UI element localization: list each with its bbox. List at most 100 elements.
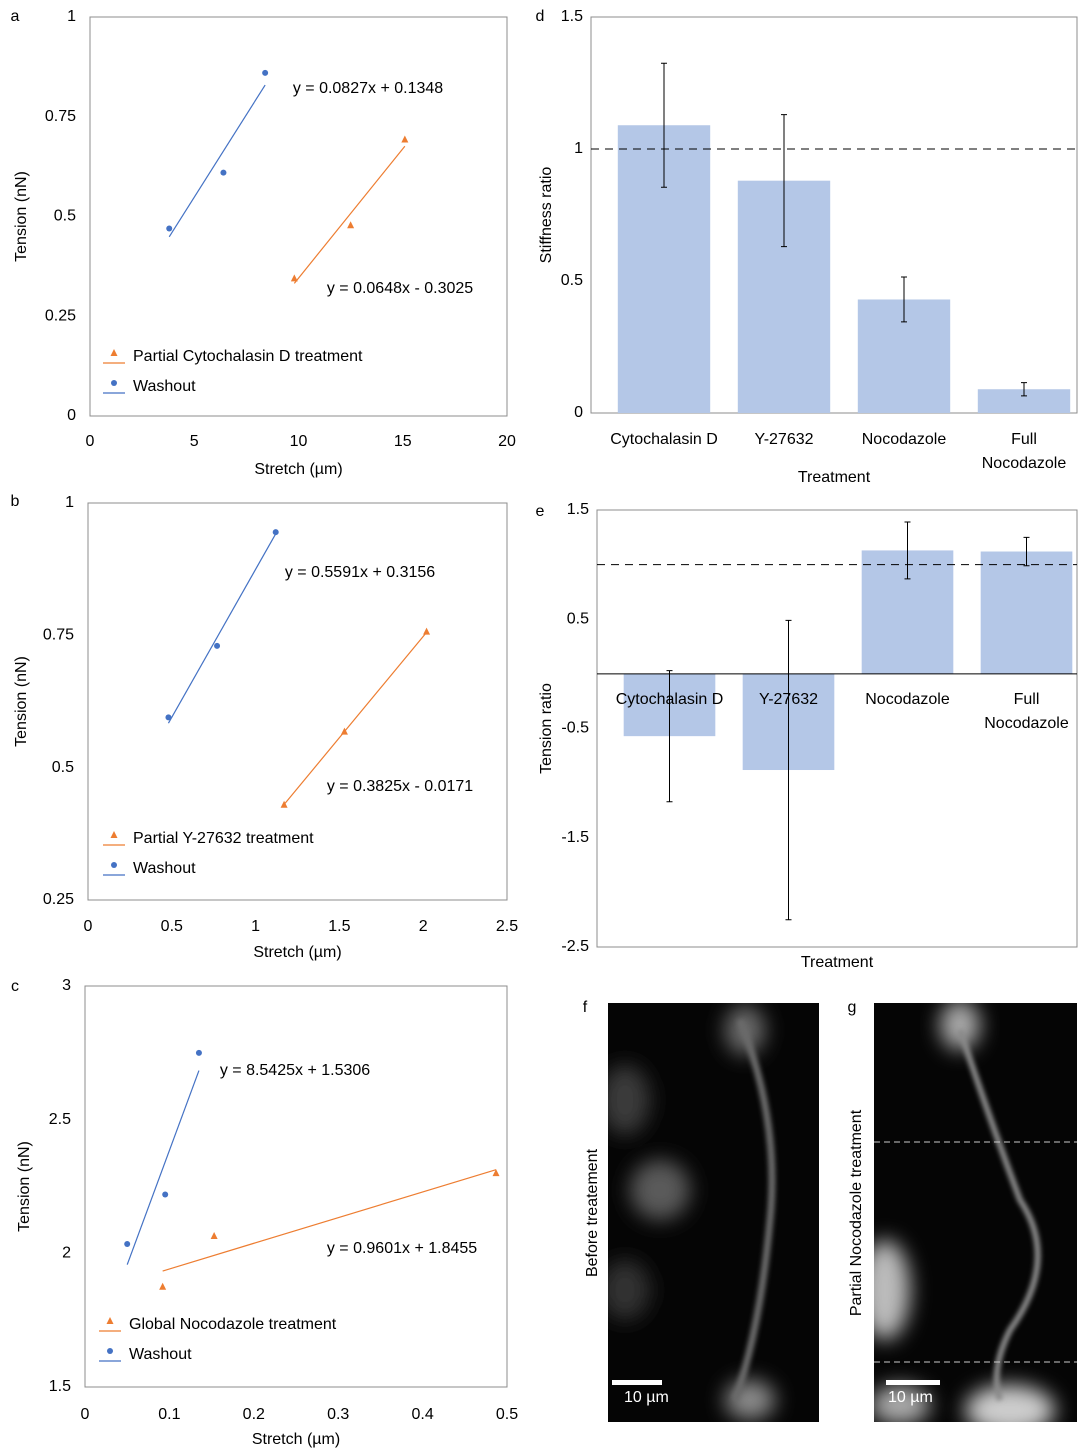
error-bar	[785, 619, 792, 921]
point	[210, 1231, 218, 1239]
panel-letter: b	[11, 493, 20, 510]
point	[492, 1169, 500, 1177]
y-tick-label: 0.5	[567, 610, 589, 627]
trendline-equation: y = 0.9601x + 1.8455	[327, 1240, 477, 1257]
plot-frame	[84, 985, 508, 1388]
trendline	[293, 145, 406, 284]
y-tick-label: 0.5	[561, 272, 583, 289]
x-tick-label: 2.5	[496, 918, 518, 935]
trendline-equation: y = 0.0827x + 0.1348	[293, 80, 443, 97]
legend-label: Washout	[129, 1346, 192, 1363]
y-tick-label: 0.5	[54, 208, 76, 225]
legend-marker	[110, 349, 118, 356]
y-tick-label: 2	[62, 1245, 71, 1262]
error-bar	[1021, 382, 1027, 397]
y-tick-label: -1.5	[561, 829, 589, 846]
y-tick-label: -0.5	[561, 720, 589, 737]
point	[262, 69, 269, 76]
x-axis-title: Stretch (µm)	[254, 461, 342, 478]
x-tick-label: 0.1	[158, 1406, 180, 1423]
x-tick-label: Full Nocodazole	[981, 431, 1067, 472]
scale-label: 10 µm	[888, 1389, 933, 1406]
legend-label: Global Nocodazole treatment	[129, 1316, 337, 1333]
scale-bar	[612, 1380, 662, 1385]
trendline-equation: y = 0.5591x + 0.3156	[285, 564, 435, 581]
x-tick-label: Y-27632	[754, 431, 814, 448]
legend-label: Washout	[133, 860, 196, 877]
x-tick-label: Nocodazole	[861, 431, 947, 448]
panel-letter: e	[536, 503, 545, 520]
error-bar	[661, 62, 667, 188]
error-bar	[1023, 536, 1030, 567]
micrograph-g	[874, 1003, 1077, 1422]
legend-label: Partial Cytochalasin D treatment	[133, 348, 363, 365]
x-tick-label: 15	[394, 433, 412, 450]
x-tick-label: Full Nocodazole	[984, 691, 1069, 732]
y-tick-label: 0	[67, 407, 76, 424]
plot-frame	[590, 16, 1078, 414]
legend-marker	[110, 831, 118, 838]
x-tick-label: 0.2	[243, 1406, 265, 1423]
image-caption: Before treatement	[584, 1148, 601, 1277]
image-caption: Partial Nocodazole treatment	[848, 1109, 865, 1316]
legend-marker	[111, 862, 117, 868]
panel-letter: d	[536, 8, 545, 25]
y-tick-label: 0.75	[43, 627, 74, 644]
point	[159, 1282, 167, 1290]
x-tick-label: 5	[190, 433, 199, 450]
trendline-equation: y = 0.3825x - 0.0171	[327, 778, 473, 795]
point	[162, 1191, 169, 1198]
x-tick-label: 1.5	[328, 918, 350, 935]
trendline	[167, 533, 277, 724]
point	[272, 529, 279, 536]
point	[423, 627, 431, 635]
x-tick-label: 1	[251, 918, 260, 935]
x-tick-label: 0	[86, 433, 95, 450]
x-axis-title: Treatment	[798, 469, 871, 486]
y-tick-label: 1	[574, 140, 583, 157]
point	[214, 642, 221, 649]
y-tick-label: 0.25	[45, 307, 76, 324]
point	[340, 727, 348, 735]
y-tick-label: 0	[574, 404, 583, 421]
trendline	[283, 632, 428, 805]
x-tick-label: Cytochalasin D	[610, 431, 718, 448]
micrograph-f	[608, 1003, 819, 1422]
point	[165, 714, 172, 721]
y-tick-label: 1	[67, 8, 76, 25]
x-tick-label: 0.3	[327, 1406, 349, 1423]
y-tick-label: 1.5	[561, 8, 583, 25]
panel-letter: f	[583, 999, 588, 1016]
x-tick-label: Cytochalasin D	[615, 691, 724, 708]
panel-letter: a	[11, 8, 20, 25]
trendline	[168, 84, 266, 238]
point	[124, 1240, 131, 1247]
x-tick-label: 0.5	[496, 1406, 518, 1423]
legend-label: Partial Y-27632 treatment	[133, 830, 314, 847]
scale-label: 10 µm	[624, 1389, 669, 1406]
y-axis-title: Tension (nN)	[13, 656, 30, 747]
x-tick-label: Nocodazole	[865, 691, 950, 708]
legend-marker	[111, 380, 117, 386]
x-tick-label: 0.5	[161, 918, 183, 935]
x-axis-title: Treatment	[801, 954, 874, 971]
error-bar	[904, 521, 911, 580]
y-tick-label: 0.75	[45, 108, 76, 125]
x-tick-label: 0.4	[411, 1406, 433, 1423]
trendline	[162, 1169, 497, 1272]
x-tick-label: Y-27632	[758, 691, 819, 708]
legend-marker	[106, 1317, 114, 1324]
x-axis-title: Stretch (µm)	[253, 944, 341, 961]
y-axis-title: Stiffness ratio	[538, 167, 555, 264]
y-tick-label: 1.5	[567, 501, 589, 518]
x-axis-title: Stretch (µm)	[252, 1431, 340, 1448]
error-bar	[901, 276, 907, 323]
trendline	[126, 1070, 200, 1265]
y-tick-label: 2.5	[49, 1111, 71, 1128]
x-tick-label: 20	[498, 433, 516, 450]
x-tick-label: 10	[290, 433, 308, 450]
panel-letter: c	[11, 978, 19, 995]
trendline-equation: y = 0.0648x - 0.3025	[327, 280, 473, 297]
